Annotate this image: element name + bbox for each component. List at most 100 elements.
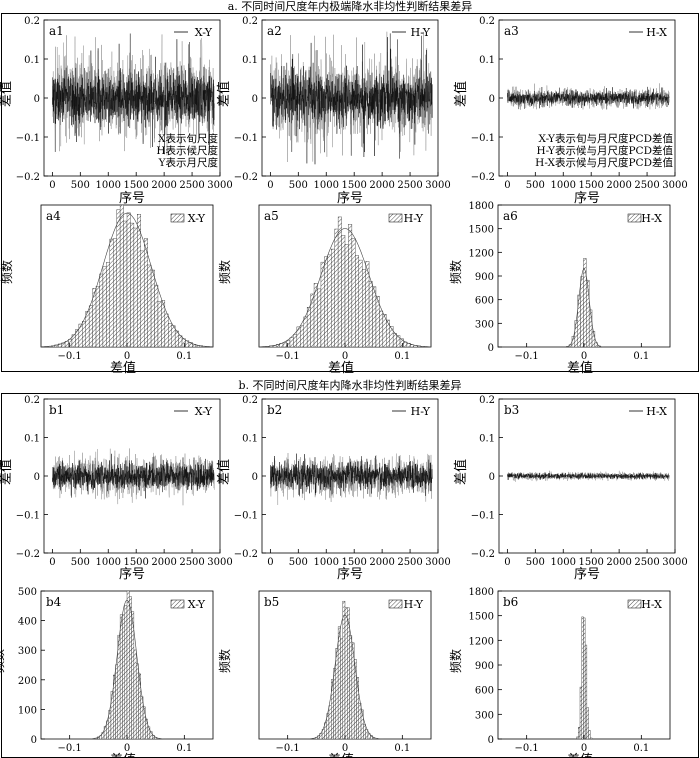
ytick-label-b6: 1500 [469, 612, 494, 623]
series-line-b2 [270, 453, 433, 497]
ytick-label-b1: 0.1 [24, 434, 40, 445]
bar-a4 [137, 214, 141, 348]
bar-a5 [362, 269, 366, 348]
ylabel-a1: 差值 [0, 81, 14, 107]
bar-a4 [147, 264, 152, 348]
xtick-label-a3: 0 [504, 180, 510, 191]
bar-b4 [129, 596, 132, 740]
legend-label-a1: X-Y [195, 26, 213, 39]
bar-a5 [399, 338, 404, 348]
ytick-label-b3: 0 [489, 472, 495, 483]
xlabel-a3: 序号 [574, 191, 600, 206]
xtick-label-a2: 500 [289, 180, 308, 191]
ytick-label-b4: 0 [31, 735, 37, 746]
ytick-label-b1: 0 [34, 472, 40, 483]
panel-label-b3: b3 [504, 403, 519, 417]
bar-a4 [133, 227, 138, 348]
ytick-label-a6: 1500 [469, 225, 494, 236]
xtick-label-a2: 0 [267, 180, 273, 191]
ytick-label-a6: 1200 [469, 248, 494, 259]
xlabel-a4: 差值 [110, 360, 136, 376]
xtick-label-a5: 0 [342, 351, 348, 362]
bar-a4 [99, 273, 104, 348]
ytick-label-a2: 0.1 [242, 55, 258, 66]
bar-a4 [64, 341, 69, 348]
bar-a5 [286, 340, 291, 348]
bar-a5 [379, 310, 384, 348]
xtick-label-b3: 500 [526, 557, 545, 568]
ytick-label-a1: 0 [34, 94, 40, 105]
annotation-a1: X表示旬尺度 [158, 132, 218, 145]
bar-b5 [333, 668, 337, 740]
series-line-b1 [52, 453, 215, 499]
bar-b5 [335, 648, 339, 740]
bar-b4 [133, 649, 137, 740]
xtick-label-b3: 2500 [634, 557, 659, 568]
bar-a5 [282, 342, 287, 348]
fit-curve-a5 [259, 228, 431, 348]
bar-a6 [594, 342, 598, 348]
ytick-label-b1: −0.2 [16, 549, 40, 560]
ylabel-a5: 频数 [217, 260, 232, 284]
xtick-label-b5: 0.1 [394, 743, 410, 754]
legend-label-b1: X-Y [195, 405, 213, 418]
bar-a5 [313, 283, 318, 348]
xtick-label-b1: 1000 [96, 557, 121, 568]
bar-a5 [320, 261, 325, 348]
xtick-label-a6: −0.1 [515, 351, 539, 362]
xtick-label-b6: −0.1 [515, 743, 539, 754]
xlabel-a2: 序号 [337, 191, 363, 206]
legend-swatch-b6 [627, 599, 642, 609]
bar-b4 [119, 614, 123, 740]
ytick-label-a1: 0.1 [24, 55, 40, 66]
bar-a5 [303, 316, 308, 348]
ytick-label-b6: 1200 [469, 636, 494, 647]
bar-a5 [351, 238, 356, 348]
legend-label-a4: X-Y [188, 212, 206, 225]
legend-label-a6: H-X [641, 212, 662, 225]
bar-a6 [577, 294, 581, 348]
bar-b5 [340, 638, 343, 740]
xlabel-b4: 差值 [110, 752, 136, 758]
bar-b5 [358, 702, 362, 740]
series-line-a3 [507, 86, 670, 110]
ytick-label-b3: −0.1 [471, 511, 495, 522]
ytick-label-b1: 0.2 [24, 395, 40, 406]
ylabel-b5: 频数 [217, 649, 232, 673]
bar-a4 [123, 220, 128, 348]
ytick-label-a2: 0.2 [242, 16, 258, 27]
panel-label-a3: a3 [504, 24, 519, 38]
series-line-a1 [52, 33, 215, 155]
series-line-a1 [52, 34, 215, 156]
xtick-label-a1: 1500 [123, 180, 148, 191]
xtick-label-b4: −0.1 [58, 743, 82, 754]
ytick-label-a3: 0.1 [479, 55, 495, 66]
bar-a6 [586, 279, 590, 348]
ytick-label-a6: 900 [475, 272, 494, 283]
ytick-label-b3: −0.2 [471, 549, 495, 560]
xtick-label-a2: 1000 [314, 180, 339, 191]
bar-b5 [360, 709, 364, 740]
bar-a5 [337, 216, 342, 348]
bar-a5 [368, 281, 373, 348]
xtick-label-a2: 1500 [341, 180, 366, 191]
bar-b4 [110, 691, 114, 740]
bar-b5 [331, 679, 334, 740]
bar-a5 [300, 325, 304, 348]
xlabel-b1: 序号 [119, 567, 145, 582]
xtick-label-b3: 1500 [578, 557, 603, 568]
xtick-label-a2: 3000 [425, 180, 450, 191]
xtick-label-a1: 2500 [179, 180, 204, 191]
ytick-label-a2: −0.2 [234, 172, 258, 183]
panel-b2: b2 0.2 0.1 0 −0.1 −0.2 0 500 1000 1500 2000 2500 300… [216, 395, 451, 568]
ytick-label-b4: 100 [18, 705, 37, 716]
legend-label-b2: H-Y [411, 405, 431, 418]
bar-a4 [109, 238, 114, 348]
ylabel-a2: 差值 [216, 81, 232, 107]
xtick-label-a3: 1000 [551, 180, 576, 191]
xlabel-b2: 序号 [337, 567, 363, 582]
